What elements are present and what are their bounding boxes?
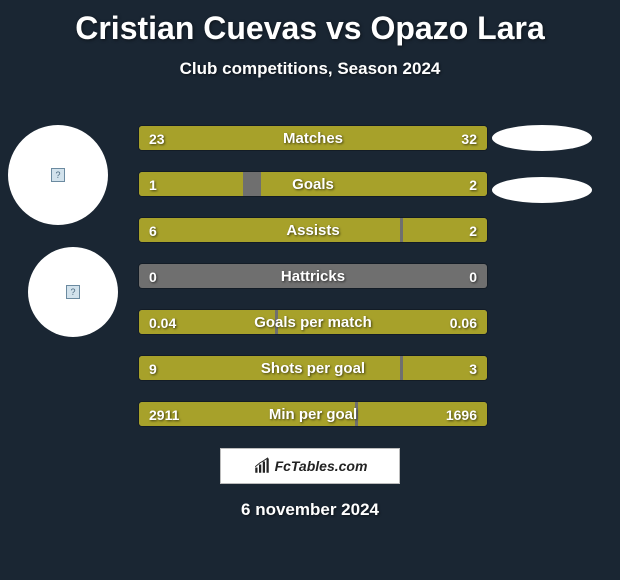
stat-bar-right	[261, 172, 487, 196]
subtitle: Club competitions, Season 2024	[0, 59, 620, 79]
stat-bar-left	[139, 218, 400, 242]
chart-bars-icon	[253, 457, 271, 475]
club2-badge	[492, 177, 592, 203]
stat-row: Assists62	[138, 217, 488, 243]
club-badges	[492, 125, 602, 229]
stat-bar-right	[278, 310, 487, 334]
stat-bar-left	[139, 402, 355, 426]
stat-row: Goals per match0.040.06	[138, 309, 488, 335]
footer-date: 6 november 2024	[0, 500, 620, 520]
stat-bar-right	[403, 356, 487, 380]
page-title: Cristian Cuevas vs Opazo Lara	[0, 0, 620, 47]
watermark-text: FcTables.com	[275, 458, 368, 474]
stat-row: Matches2332	[138, 125, 488, 151]
watermark: FcTables.com	[220, 448, 400, 484]
stat-bar-neutral	[139, 264, 487, 288]
stat-bar-left	[139, 172, 243, 196]
player1-portrait	[8, 125, 108, 225]
stat-row: Min per goal29111696	[138, 401, 488, 427]
stat-bar-right	[278, 126, 487, 150]
placeholder-image-icon	[51, 168, 65, 182]
stat-row: Shots per goal93	[138, 355, 488, 381]
stat-bar-left	[139, 356, 400, 380]
stats-list: Matches2332 Goals12 Assists62 Hattricks00 Go…	[138, 125, 488, 447]
stat-row: Hattricks00	[138, 263, 488, 289]
comparison-card: Cristian Cuevas vs Opazo Lara Club compe…	[0, 0, 620, 580]
stat-bar-right	[403, 218, 487, 242]
player-portraits	[8, 125, 118, 359]
player2-portrait	[28, 247, 118, 337]
stat-row: Goals12	[138, 171, 488, 197]
stat-bar-left	[139, 126, 278, 150]
club1-badge	[492, 125, 592, 151]
placeholder-image-icon	[66, 285, 80, 299]
stat-bar-left	[139, 310, 275, 334]
stat-bar-right	[358, 402, 487, 426]
